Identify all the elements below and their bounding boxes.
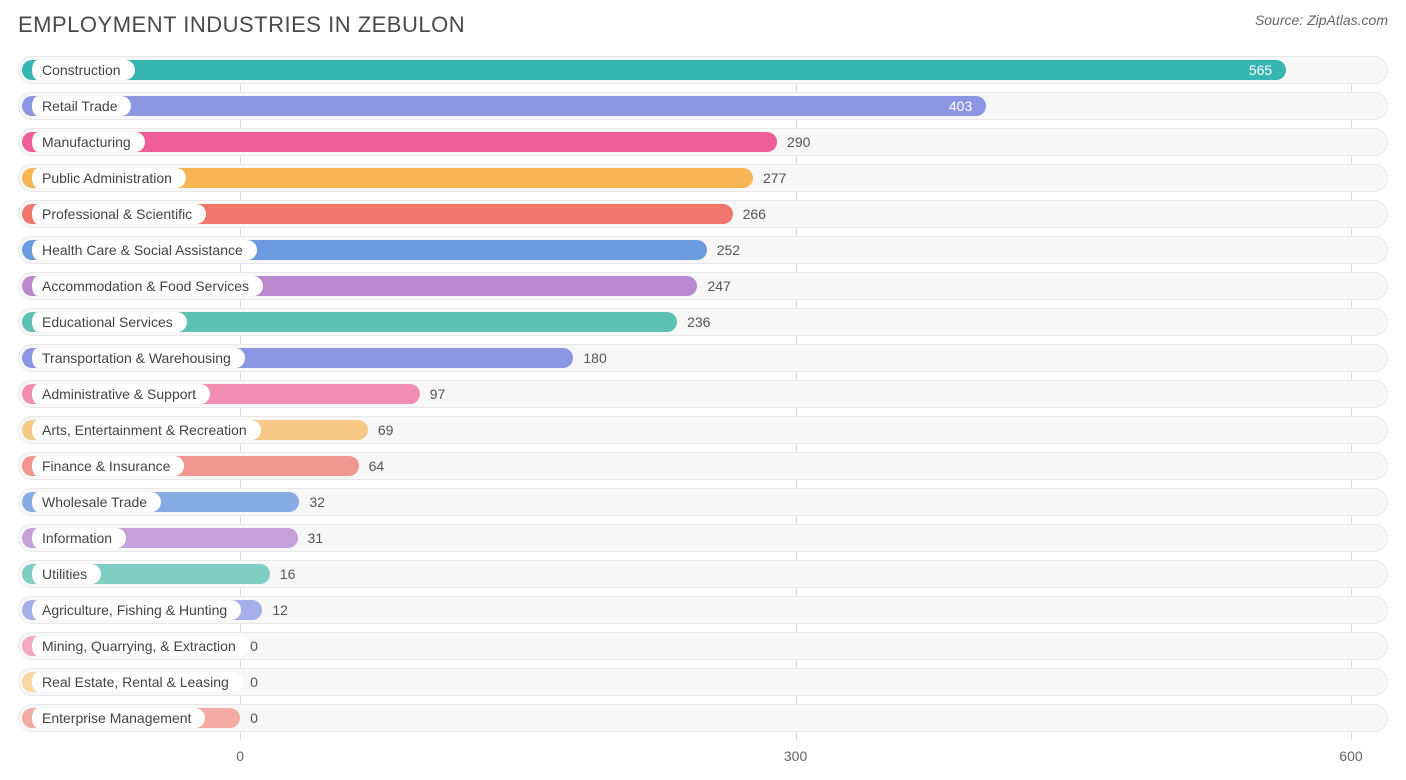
bar-row: Agriculture, Fishing & Hunting 12	[18, 596, 1388, 624]
bar-row: Educational Services 236	[18, 308, 1388, 336]
bar-category-label: Arts, Entertainment & Recreation	[28, 420, 261, 440]
bar-value-label: 180	[573, 344, 606, 372]
bar-value-label: 0	[240, 668, 258, 696]
bar-row: Administrative & Support 97	[18, 380, 1388, 408]
bar-row: Enterprise Management 0	[18, 704, 1388, 732]
bar-value-label: 266	[733, 200, 766, 228]
bar-value-label: 12	[262, 596, 288, 624]
bar-category-label: Information	[28, 528, 126, 548]
bar-value-label: 0	[240, 632, 258, 660]
bar-value-label: 403	[22, 92, 986, 120]
bar-value-label: 69	[368, 416, 394, 444]
bar-row: Health Care & Social Assistance 252	[18, 236, 1388, 264]
bar-value-label: 236	[677, 308, 710, 336]
bar-row: Wholesale Trade 32	[18, 488, 1388, 516]
bar-category-label: Manufacturing	[28, 132, 145, 152]
bar-value-label: 247	[697, 272, 730, 300]
bar-category-label: Professional & Scientific	[28, 204, 206, 224]
source-label: Source:	[1255, 12, 1303, 28]
bar-value-label: 31	[298, 524, 324, 552]
bar-category-label: Wholesale Trade	[28, 492, 161, 512]
bar-category-label: Agriculture, Fishing & Hunting	[28, 600, 241, 620]
bar-row: Mining, Quarrying, & Extraction0	[18, 632, 1388, 660]
bar-row: Manufacturing 290	[18, 128, 1388, 156]
bar-row: Professional & Scientific 266	[18, 200, 1388, 228]
bar-category-label: Educational Services	[28, 312, 187, 332]
bar-value-label: 277	[753, 164, 786, 192]
bar-row: Transportation & Warehousing 180	[18, 344, 1388, 372]
bar-value-label: 252	[707, 236, 740, 264]
axis-tick: 600	[1339, 748, 1362, 764]
bar-row: Utilities 16	[18, 560, 1388, 588]
bar-category-label: Administrative & Support	[28, 384, 210, 404]
chart-title: EMPLOYMENT INDUSTRIES IN ZEBULON	[18, 12, 465, 38]
bar-value-label: 32	[299, 488, 325, 516]
bar-category-label: Health Care & Social Assistance	[28, 240, 257, 260]
bar-row: Real Estate, Rental & Leasing0	[18, 668, 1388, 696]
bar-category-label: Real Estate, Rental & Leasing	[28, 672, 243, 692]
axis-tick: 0	[236, 748, 244, 764]
chart-rows: Construction565 Retail Trade403 Manufactur…	[18, 56, 1388, 732]
bar-row: Construction565	[18, 56, 1388, 84]
bar-category-label: Public Administration	[28, 168, 186, 188]
bar-value-label: 565	[22, 56, 1286, 84]
bar-category-label: Mining, Quarrying, & Extraction	[28, 636, 250, 656]
bar-category-label: Enterprise Management	[28, 708, 205, 728]
bar-value-label: 16	[270, 560, 296, 588]
bar-value-label: 0	[240, 704, 258, 732]
source-name: ZipAtlas.com	[1307, 12, 1388, 28]
bar-row: Information 31	[18, 524, 1388, 552]
bar-value-label: 64	[359, 452, 385, 480]
bar-value-label: 290	[777, 128, 810, 156]
chart-source: Source: ZipAtlas.com	[1255, 12, 1388, 28]
bar-value-label: 97	[420, 380, 446, 408]
chart-header: EMPLOYMENT INDUSTRIES IN ZEBULON Source:…	[18, 12, 1388, 38]
bar-row: Finance & Insurance 64	[18, 452, 1388, 480]
bar-category-label: Utilities	[28, 564, 101, 584]
bar-row: Accommodation & Food Services 247	[18, 272, 1388, 300]
bar-category-label: Finance & Insurance	[28, 456, 184, 476]
bar-row: Retail Trade403	[18, 92, 1388, 120]
chart-area: Construction565 Retail Trade403 Manufactur…	[18, 56, 1388, 768]
x-axis: 0 300 600	[18, 744, 1388, 768]
axis-tick: 300	[784, 748, 807, 764]
bar-category-label: Transportation & Warehousing	[28, 348, 245, 368]
bar-category-label: Accommodation & Food Services	[28, 276, 263, 296]
bar-row: Arts, Entertainment & Recreation 69	[18, 416, 1388, 444]
bar-row: Public Administration 277	[18, 164, 1388, 192]
